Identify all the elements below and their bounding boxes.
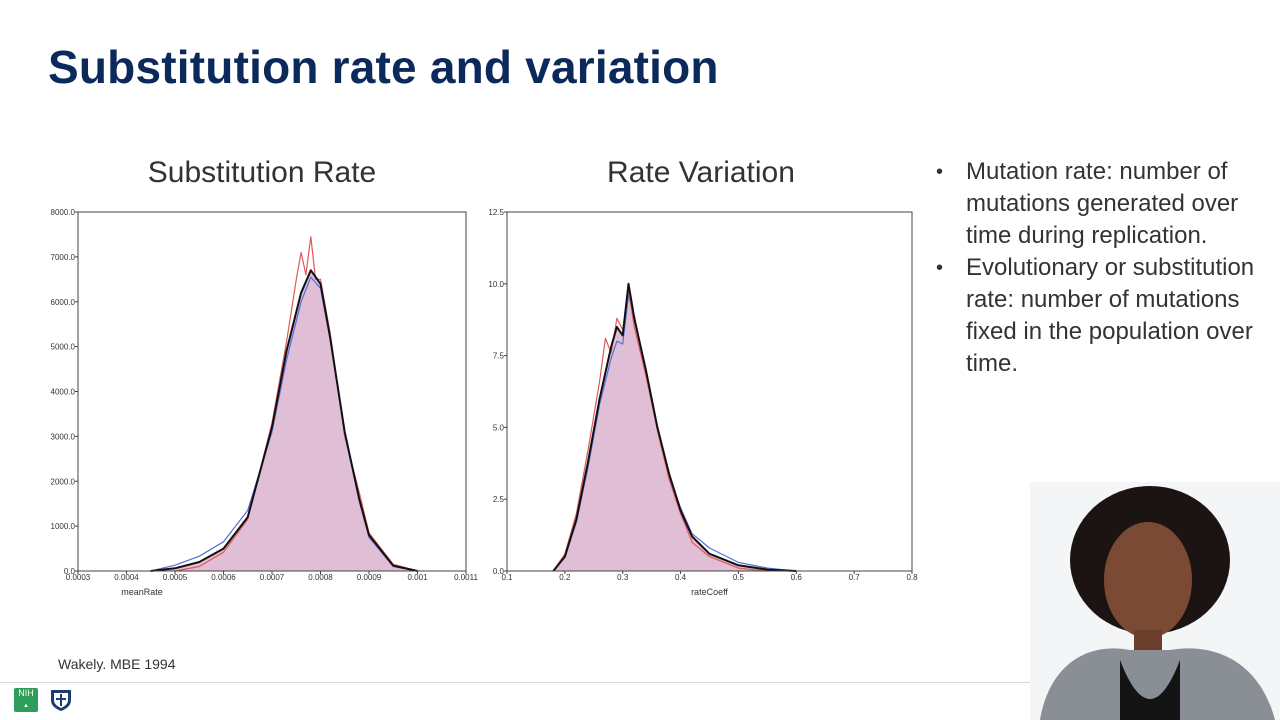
chart1-area-fill (553, 283, 797, 571)
chart0-y-tick-label: 3000.0 (51, 432, 76, 441)
bullet-substitution-rate: Evolutionary or substitution rate: numbe… (936, 252, 1276, 380)
chart0-x-tick-label: 0.0009 (357, 573, 382, 582)
chart0-x-tick-label: 0.0011 (454, 573, 478, 582)
presenter-video-thumbnail (1030, 482, 1280, 720)
chart-title-rate-variation: Rate Variation (607, 156, 795, 189)
chart0-x-tick-label: 0.0006 (211, 573, 236, 582)
chart0-y-tick-label: 6000.0 (51, 298, 76, 307)
chart0-x-tick-label: 0.0007 (260, 573, 285, 582)
chart1-x-tick-label: 0.6 (791, 573, 803, 582)
substitution-rate-chart: 0.0003 0.0004 0.0005 0.0006 0.0007 0.0008 0.00… (51, 208, 479, 597)
chart0-y-tick-label: 5000.0 (51, 343, 76, 352)
jhu-shield-logo (51, 690, 71, 711)
chart0-x-tick-label: 0.0004 (114, 573, 139, 582)
chart1-x-tick-label: 0.7 (849, 573, 861, 582)
chart0-series-line-red (174, 236, 418, 572)
chart1-x-tick-label: 0.8 (906, 573, 918, 582)
chart1-y-tick-label: 2.5 (493, 495, 505, 504)
chart0-y-tick-label: 7000.0 (51, 253, 76, 262)
chart1-y-tick-label: 5.0 (493, 423, 505, 432)
chart0-x-tick-label: 0.0005 (163, 573, 188, 582)
chart0-series-line-black (150, 269, 418, 572)
chart1-series-line-black (552, 282, 797, 572)
chart0-y-tick-label: 0.0 (64, 567, 76, 576)
chart1-x-tick-label: 0.3 (617, 573, 629, 582)
bullet-list: Mutation rate: number of mutations gener… (936, 156, 1276, 380)
chart1-x-axis-label: rateCoeff (691, 587, 728, 597)
footer-divider (0, 682, 1280, 683)
chart-title-substitution-rate: Substitution Rate (147, 156, 377, 189)
chart1-y-tick-label: 10.0 (488, 280, 504, 289)
chart0-x-tick-label: 0.0003 (66, 573, 91, 582)
chart0-x-axis-label: meanRate (121, 587, 163, 597)
chart1-y-tick-label: 7.5 (493, 352, 505, 361)
chart0-y-tick-label: 8000.0 (51, 208, 76, 217)
citation: Wakely. MBE 1994 (58, 656, 176, 672)
bullet-mutation-rate: Mutation rate: number of mutations gener… (936, 156, 1276, 252)
chart1-y-tick-label: 0.0 (493, 567, 505, 576)
chart0-y-tick-label: 4000.0 (51, 388, 76, 397)
chart1-y-tick-label: 12.5 (488, 208, 504, 217)
chart0-x-tick-label: 0.001 (407, 573, 428, 582)
chart1-plot-frame (506, 211, 913, 572)
chart0-x-tick-label: 0.0008 (308, 573, 333, 582)
nih-fogarty-logo: NIH ▲ (14, 688, 38, 712)
rate-variation-chart: 0.1 0.2 0.3 0.4 0.5 0.6 0.7 0.8 0.0 2.5 5.0 7.5 10.0… (488, 208, 918, 597)
chart1-x-tick-label: 0.4 (675, 573, 687, 582)
chart0-area-fill (150, 270, 418, 571)
chart1-x-tick-label: 0.1 (501, 573, 513, 582)
chart1-x-tick-label: 0.5 (733, 573, 745, 582)
chart1-x-tick-label: 0.2 (559, 573, 571, 582)
chart0-y-tick-label: 1000.0 (51, 522, 76, 531)
slide-title: Substitution rate and variation (48, 41, 719, 93)
chart0-y-tick-label: 2000.0 (51, 477, 76, 486)
